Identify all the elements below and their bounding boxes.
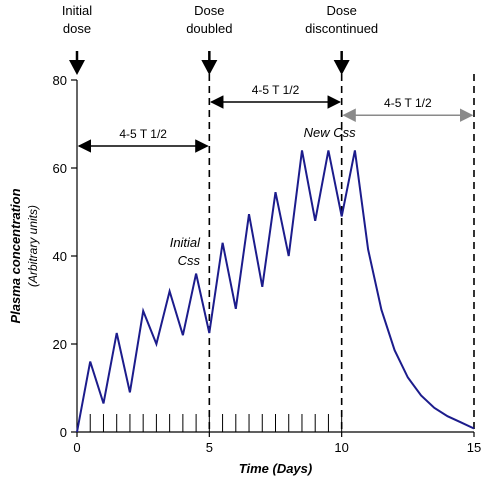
event-label: doubled [186,21,232,36]
event-arrow-head [201,60,218,75]
event-arrow-head [333,60,350,75]
x-tick-label: 0 [73,440,80,455]
y-tick-label: 40 [53,249,67,264]
y-axis-subtitle: (Arbitrary units) [26,205,40,287]
event-label: Dose [194,3,224,18]
x-axis-title: Time (Days) [239,461,312,476]
y-tick-label: 80 [53,73,67,88]
interval-label: 4-5 T 1/2 [119,127,167,141]
x-tick-label: 10 [334,440,348,455]
steady-state-annotation: Css [178,253,201,268]
event-label: Initial [62,3,92,18]
event-label: discontinued [305,21,378,36]
y-tick-label: 20 [53,337,67,352]
x-tick-label: 15 [467,440,481,455]
event-label: dose [63,21,91,36]
steady-state-annotation: New Css [304,125,357,140]
event-arrow-head [69,60,85,75]
x-tick-label: 5 [206,440,213,455]
event-label: Dose [326,3,356,18]
interval-label: 4-5 T 1/2 [384,96,432,110]
y-tick-label: 60 [53,161,67,176]
concentration-line [76,150,475,433]
steady-state-annotation: Initial [170,235,201,250]
interval-label: 4-5 T 1/2 [252,83,300,97]
y-axis-title: Plasma concentration [8,188,23,323]
y-tick-label: 0 [60,425,67,440]
